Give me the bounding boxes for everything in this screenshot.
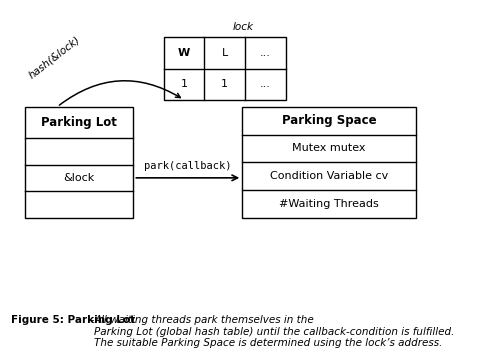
Text: L: L — [222, 48, 228, 58]
Bar — [164, 38, 286, 100]
Text: Mutex mutex: Mutex mutex — [293, 144, 366, 154]
Bar — [24, 107, 133, 218]
Text: hash(&lock): hash(&lock) — [27, 35, 82, 81]
Text: W: W — [178, 48, 190, 58]
Text: All waiting threads park themselves in the
Parking Lot (global hash table) until: All waiting threads park themselves in t… — [94, 315, 455, 348]
Text: ...: ... — [260, 48, 271, 58]
Text: park(callback): park(callback) — [144, 161, 232, 171]
Text: #Waiting Threads: #Waiting Threads — [279, 199, 379, 209]
Text: Parking Lot: Parking Lot — [41, 116, 117, 129]
Text: Parking Space: Parking Space — [282, 114, 377, 127]
Text: ...: ... — [260, 79, 271, 89]
Text: &lock: &lock — [63, 173, 94, 183]
Text: Figure 5: Parking Lot: Figure 5: Parking Lot — [11, 315, 136, 325]
Bar — [242, 107, 416, 218]
Text: Condition Variable cv: Condition Variable cv — [270, 171, 388, 181]
FancyArrowPatch shape — [59, 81, 180, 105]
Text: lock: lock — [233, 22, 253, 32]
Text: 1: 1 — [221, 79, 228, 89]
Text: 1: 1 — [180, 79, 188, 89]
Text: –: – — [86, 315, 98, 325]
